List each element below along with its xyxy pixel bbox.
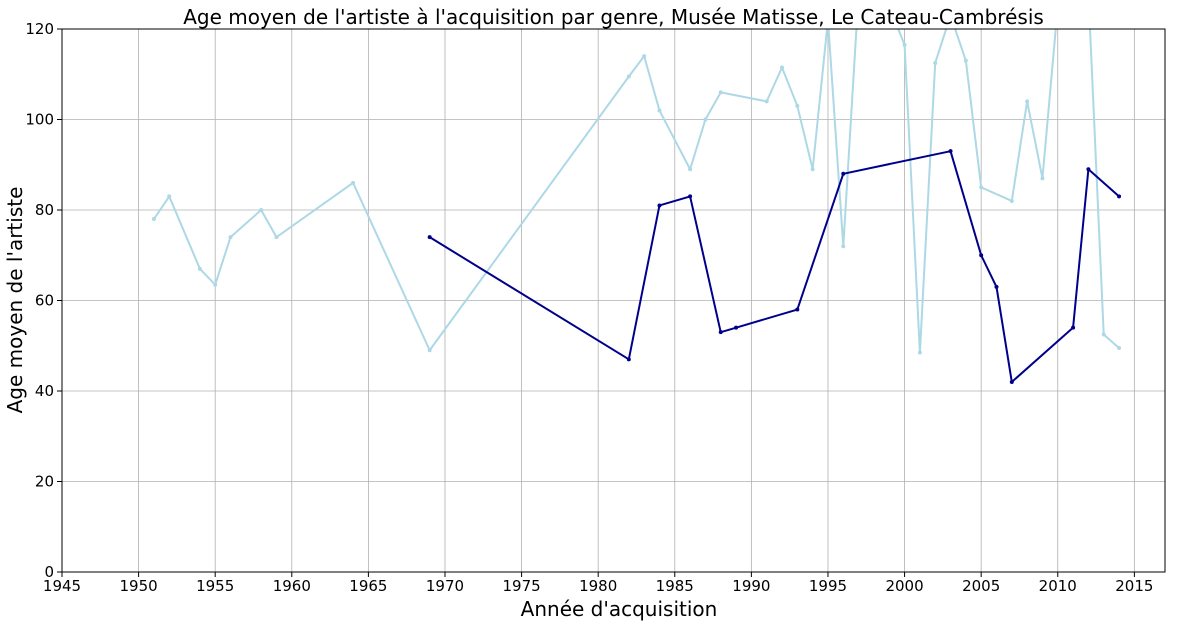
data-point (1117, 346, 1122, 351)
data-point (1071, 325, 1076, 330)
y-tick-label: 20 (35, 473, 54, 491)
data-point (1009, 379, 1014, 384)
data-point (795, 307, 800, 312)
data-point (151, 217, 156, 222)
tick-layer: 1945 1950 1955 1960 1965 1970 1975 1980 1985 1990… (25, 20, 1153, 595)
data-point (780, 65, 785, 70)
data-point (657, 108, 662, 113)
x-tick-label: 1960 (273, 577, 311, 595)
x-tick-label: 1955 (196, 577, 234, 595)
data-point (167, 194, 172, 199)
y-tick-label: 60 (35, 292, 54, 310)
data-point (841, 171, 846, 176)
x-tick-label: 2005 (962, 577, 1000, 595)
data-point (718, 90, 723, 95)
x-axis-label: Année d'acquisition (521, 597, 718, 621)
x-tick-label: 1965 (349, 577, 387, 595)
y-axis-label: Age moyen de l'artiste (3, 187, 27, 414)
y-tick-label: 0 (44, 563, 54, 581)
x-tick-label: 1945 (43, 577, 81, 595)
y-tick-label: 80 (35, 201, 54, 219)
data-point (1025, 99, 1030, 104)
y-tick-label: 40 (35, 382, 54, 400)
data-point (427, 235, 432, 240)
series-line (153, 29, 1120, 354)
x-tick-label: 2010 (1039, 577, 1077, 595)
chart-title: Age moyen de l'artiste à l'acquisition p… (183, 5, 1044, 29)
data-point (979, 185, 984, 190)
x-tick-label: 1995 (809, 577, 847, 595)
data-point (963, 58, 968, 63)
x-tick-label: 1990 (732, 577, 770, 595)
data-point (197, 266, 202, 271)
x-tick-label: 1950 (120, 577, 158, 595)
data-point (841, 244, 846, 249)
series-0 (151, 4, 1122, 355)
data-point (979, 253, 984, 258)
data-point (1056, 4, 1060, 8)
x-tick-label: 1970 (426, 577, 464, 595)
data-point (948, 149, 953, 154)
data-point (688, 167, 693, 172)
x-tick-label: 1975 (502, 577, 540, 595)
data-point (1101, 332, 1106, 337)
data-point (351, 180, 356, 185)
data-point (764, 99, 769, 104)
data-point (902, 42, 907, 47)
data-point (1117, 194, 1122, 199)
data-point (917, 350, 922, 355)
data-point (228, 235, 233, 240)
data-point (642, 54, 647, 59)
data-point (933, 60, 938, 65)
data-point (657, 203, 662, 208)
data-point (795, 103, 800, 108)
x-tick-label: 1985 (656, 577, 694, 595)
data-point (259, 208, 264, 212)
x-tick-label: 2015 (1115, 577, 1153, 595)
data-point (626, 74, 631, 79)
data-point (213, 282, 218, 287)
data-point (688, 194, 693, 199)
data-point (1086, 167, 1091, 172)
data-point (427, 348, 432, 353)
data-point (703, 117, 708, 122)
data-point (274, 235, 279, 240)
data-point (734, 325, 739, 330)
y-tick-label: 100 (25, 111, 54, 129)
x-tick-label: 1980 (579, 577, 617, 595)
series-layer (151, 4, 1122, 384)
series-1 (427, 149, 1122, 384)
series-line (429, 150, 1120, 383)
data-point (810, 167, 815, 172)
data-point (718, 330, 723, 335)
data-point (1040, 176, 1045, 181)
data-point (994, 284, 999, 289)
x-tick-label: 2000 (885, 577, 923, 595)
data-point (626, 357, 631, 362)
data-point (1009, 198, 1014, 203)
y-tick-label: 120 (25, 20, 54, 38)
